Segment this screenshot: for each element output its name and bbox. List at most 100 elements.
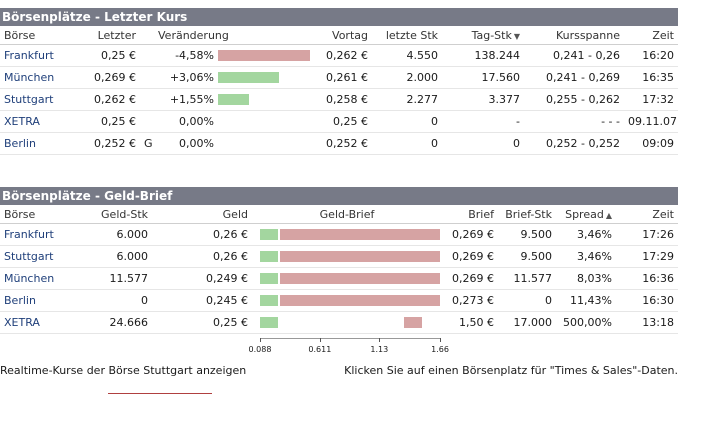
exchange-name[interactable]: XETRA xyxy=(4,115,40,128)
realtime-stuttgart-link[interactable]: Realtime-Kurse der Börse Stuttgart anzei… xyxy=(0,364,247,377)
scale-tick xyxy=(260,338,261,342)
ask-qty: 11.577 xyxy=(498,267,556,290)
exchange-name[interactable]: München xyxy=(4,272,55,285)
price-range: 0,241 - 0,26 xyxy=(524,44,624,67)
time: 09:09 xyxy=(624,132,678,155)
exchange-name[interactable]: München xyxy=(4,71,55,84)
ask-qty: 9.500 xyxy=(498,223,556,246)
last-qty: 2.000 xyxy=(372,66,442,89)
time: 16:36 xyxy=(616,267,678,290)
price-range: 0,241 - 0,269 xyxy=(524,66,624,89)
scale-tick-label: 0.088 xyxy=(248,345,272,354)
bid-qty: 11.577 xyxy=(78,267,152,290)
last-qty: 0 xyxy=(372,110,442,133)
sort-asc-icon: ▲ xyxy=(605,210,612,220)
col-header-bid[interactable]: Geld xyxy=(152,205,252,224)
last-qty: 4.550 xyxy=(372,44,442,67)
col-header-bid-qty[interactable]: Geld-Stk xyxy=(78,205,152,224)
change-percent: 0,00% xyxy=(179,137,214,150)
day-qty: - xyxy=(442,110,524,133)
col-header-prev[interactable]: Vortag xyxy=(318,26,372,45)
bid-ask-row[interactable]: Frankfurt 6.000 0,26 € 0,269 €9.500 3,46% 17:… xyxy=(0,223,678,246)
col-header-last[interactable]: Letzter xyxy=(78,26,140,45)
price-flag: G xyxy=(144,137,153,150)
day-qty: 17.560 xyxy=(442,66,524,89)
exchange-link[interactable]: XETRA xyxy=(0,311,78,334)
times-sales-hint: Klicken Sie auf einen Börsenplatz für "T… xyxy=(344,364,678,377)
exchange-name[interactable]: XETRA xyxy=(4,316,40,329)
time: 16:30 xyxy=(616,289,678,312)
bid-ask-row[interactable]: Stuttgart 6.000 0,26 € 0,269 €9.500 3,46% 17:… xyxy=(0,245,678,268)
bid-ask-bar-cell xyxy=(252,245,442,268)
last-price-row[interactable]: Stuttgart 0,262 € +1,55% 0,258 €2.277 3.377 0… xyxy=(0,88,678,111)
change-cell: G 0,00% xyxy=(140,132,318,155)
ask-price: 0,269 € xyxy=(442,245,498,268)
last-price-cell: 0,252 € xyxy=(78,132,140,155)
col-header-time-2[interactable]: Zeit xyxy=(616,205,678,224)
col-header-ask-qty[interactable]: Brief-Stk xyxy=(498,205,556,224)
section-title-bid-ask: Börsenplätze - Geld-Brief xyxy=(0,187,678,205)
scale-tick xyxy=(379,338,381,342)
change-bar xyxy=(218,94,249,105)
exchange-link[interactable]: XETRA xyxy=(0,110,78,133)
exchange-name[interactable]: Berlin xyxy=(4,294,36,307)
bid-ask-row[interactable]: Berlin 0 0,245 €0,273 €0 11,43% 16:30 xyxy=(0,289,678,312)
last-price-cell: 0,262 € xyxy=(78,88,140,111)
bid-bar xyxy=(260,295,278,306)
prev-price: 0,262 € xyxy=(318,44,372,67)
exchange-link[interactable]: Frankfurt xyxy=(0,44,78,67)
bid-bar xyxy=(260,251,278,262)
exchange-link[interactable]: Berlin xyxy=(0,132,78,155)
scale-tick-label: 0.611 xyxy=(308,345,332,354)
ask-bar xyxy=(403,317,422,328)
col-header-ask[interactable]: Brief xyxy=(442,205,498,224)
col-header-day-qty[interactable]: Tag-Stk ▼ xyxy=(442,26,524,45)
bid-price: 0,26 € xyxy=(152,223,252,246)
last-price: 0,262 € xyxy=(94,93,136,106)
col-header-time[interactable]: Zeit xyxy=(624,26,678,45)
exchange-link[interactable]: München xyxy=(0,267,78,290)
time: 16:35 xyxy=(624,66,678,89)
prev-price: 0,25 € xyxy=(318,110,372,133)
bid-ask-row[interactable]: München 11.577 0,249 €0,269 €11.577 8,03% 16… xyxy=(0,267,678,290)
ask-price: 0,269 € xyxy=(442,267,498,290)
col-header-exchange[interactable]: Börse xyxy=(0,26,78,45)
prev-price: 0,252 € xyxy=(318,132,372,155)
bid-ask-bar-cell xyxy=(252,289,442,312)
exchange-link[interactable]: Stuttgart xyxy=(0,245,78,268)
exchange-link[interactable]: München xyxy=(0,66,78,89)
last-price: 0,252 € xyxy=(94,137,136,150)
day-qty: 0 xyxy=(442,132,524,155)
last-price-row[interactable]: Berlin 0,252 € G 0,00% 0,252 €0 0 0,252 - 0,25… xyxy=(0,132,678,155)
exchange-name[interactable]: Berlin xyxy=(4,137,36,150)
exchange-link[interactable]: Stuttgart xyxy=(0,88,78,111)
bid-price: 0,25 € xyxy=(152,311,252,334)
col-header-last-qty[interactable]: letzte Stk xyxy=(372,26,442,45)
time: 17:32 xyxy=(624,88,678,111)
ask-bar xyxy=(280,273,440,284)
col-header-exchange-2[interactable]: Börse xyxy=(0,205,78,224)
scale-tick-label: 1.13 xyxy=(370,345,389,354)
bid-price: 0,245 € xyxy=(152,289,252,312)
col-header-bid-ask[interactable]: Geld-Brief xyxy=(252,205,442,224)
day-qty-label: Tag-Stk xyxy=(471,28,512,42)
exchange-name[interactable]: Stuttgart xyxy=(4,250,54,263)
exchange-name[interactable]: Frankfurt xyxy=(4,49,54,62)
spread: 8,03% xyxy=(556,267,616,290)
change-percent: -4,58% xyxy=(175,49,214,62)
last-price-row[interactable]: Frankfurt 0,25 € -4,58% 0,262 €4.550 138.244… xyxy=(0,44,678,67)
col-header-change[interactable]: Veränderung xyxy=(140,26,318,45)
exchange-name[interactable]: Frankfurt xyxy=(4,228,54,241)
change-percent: +3,06% xyxy=(169,71,214,84)
col-header-range[interactable]: Kursspanne xyxy=(524,26,624,45)
bid-ask-row[interactable]: XETRA 24.666 0,25 € 1,50 €17.000 500,00% 13:1… xyxy=(0,311,678,334)
exchange-name[interactable]: Stuttgart xyxy=(4,93,54,106)
bid-bar xyxy=(260,273,278,284)
exchange-link[interactable]: Berlin xyxy=(0,289,78,312)
bid-qty: 24.666 xyxy=(78,311,152,334)
exchange-link[interactable]: Frankfurt xyxy=(0,223,78,246)
col-header-spread[interactable]: Spread ▲ xyxy=(556,205,616,224)
bid-ask-table: Börse Geld-Stk Geld Geld-Brief Brief Bri… xyxy=(0,205,678,334)
last-price-row[interactable]: XETRA 0,25 €0,00% 0,25 €0- - - -09.11.07 xyxy=(0,110,678,133)
last-price-row[interactable]: München 0,269 € +3,06% 0,261 €2.000 17.560 0,… xyxy=(0,66,678,89)
